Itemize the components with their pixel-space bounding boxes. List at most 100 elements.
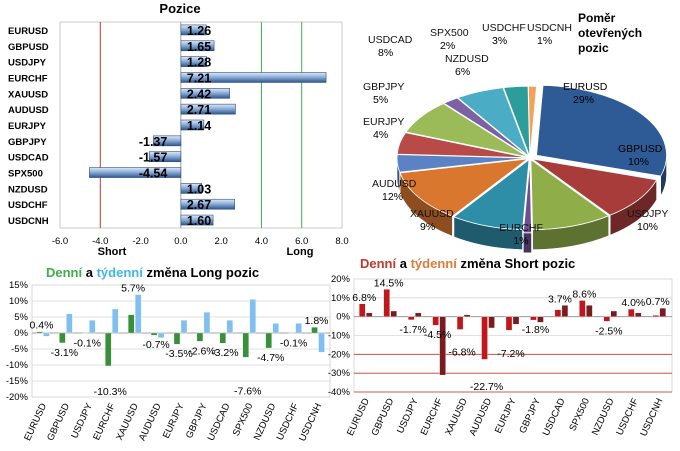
- bar-weekly: [366, 312, 373, 317]
- pie-slice: [530, 158, 610, 231]
- category-label: GBPUSD: [45, 401, 72, 442]
- pie-label: EURJPY: [363, 116, 404, 128]
- bar-daily: [311, 327, 318, 334]
- long-label: Long: [287, 246, 314, 258]
- bar-daily: [505, 316, 513, 331]
- y-tick-label: 10%: [9, 296, 29, 307]
- pie-label: GBPJPY: [363, 81, 404, 93]
- category-label: GBPUSD: [369, 396, 396, 437]
- data-label: -7.6%: [234, 386, 261, 398]
- y-tick-label: 10%: [331, 293, 351, 304]
- category-label: USDCHF: [8, 200, 48, 211]
- category-label: AUDUSD: [137, 402, 164, 443]
- category-label: GBPUSD: [8, 42, 49, 53]
- bar-value-label: 1.03: [187, 182, 211, 196]
- pie-slice: [405, 103, 528, 158]
- data-label: -2.5%: [595, 325, 622, 337]
- category-label: XAUUSD: [443, 396, 470, 437]
- bar: [180, 183, 202, 194]
- category-label: NZDUSD: [8, 184, 48, 195]
- data-label: 5.7%: [121, 283, 145, 295]
- bar-daily: [265, 332, 272, 349]
- pie-percent-label: 12%: [382, 191, 403, 203]
- bar-daily: [652, 315, 659, 317]
- data-label: 14.5%: [374, 277, 404, 289]
- data-label: -3.2%: [211, 347, 238, 359]
- pie-label: GBPUSD: [618, 143, 663, 155]
- x-tick-label: -2.0: [132, 236, 148, 247]
- bar: [148, 151, 182, 162]
- bar-weekly: [203, 312, 211, 334]
- pie-label: USDJPY: [627, 208, 668, 220]
- title-part: a: [82, 265, 96, 280]
- pie-slice: [399, 158, 529, 217]
- bar: [180, 40, 215, 52]
- y-tick-label: 20%: [331, 274, 351, 285]
- data-label: 0.4%: [29, 320, 53, 332]
- data-label: -0.1%: [280, 337, 307, 349]
- bar-weekly: [318, 332, 325, 353]
- y-tick-label: 5%: [14, 312, 28, 323]
- category-label: USDJPY: [395, 396, 421, 435]
- data-label: -3.5%: [165, 348, 192, 360]
- bar-weekly: [295, 323, 302, 334]
- data-label: -0.7%: [142, 339, 169, 351]
- pie-percent-label: 10%: [637, 221, 658, 233]
- bar-daily: [128, 314, 135, 334]
- data-label: -4.5%: [424, 329, 451, 341]
- bar-value-label: 1.65: [187, 40, 211, 54]
- title-part: změna Short pozic: [457, 256, 575, 271]
- bar-weekly: [89, 320, 96, 334]
- category-label: USDCAD: [206, 402, 233, 443]
- category-label: EURUSD: [345, 397, 372, 438]
- pie-percent-label: 2%: [440, 40, 455, 52]
- x-tick-label: 0.0: [174, 236, 187, 247]
- data-label: 0.7%: [646, 296, 670, 308]
- pie-label: AUDUSD: [372, 178, 417, 190]
- chart-title: Denní a týdenní změna Long pozic: [46, 265, 259, 280]
- bar: [180, 198, 235, 210]
- title-part: změna Long pozic: [143, 265, 259, 280]
- bar-daily: [383, 289, 390, 317]
- pie-percent-label: 10%: [628, 156, 649, 168]
- y-tick-label: -10%: [6, 360, 29, 371]
- bar-daily: [603, 316, 610, 322]
- data-label: 4.0%: [621, 297, 645, 309]
- bar-daily: [456, 316, 464, 330]
- pie-label: USDCHF: [482, 22, 526, 34]
- pie-label: NZDUSD: [445, 53, 489, 65]
- y-tick-label: -20%: [328, 349, 351, 360]
- x-tick-label: -4.0: [92, 236, 108, 247]
- pie-label: EURCHF: [499, 222, 543, 234]
- pie-label: USDCNH: [527, 22, 572, 34]
- data-label: -6.8%: [448, 346, 475, 358]
- title-part: Denní: [360, 256, 397, 271]
- category-label: USDCAD: [8, 153, 49, 164]
- category-label: NZDUSD: [590, 397, 617, 438]
- category-label: EURUSD: [8, 26, 48, 37]
- bar-value-label: 1.26: [187, 24, 211, 38]
- bar-weekly: [415, 312, 422, 317]
- category-label: USDCNH: [8, 216, 49, 227]
- pie-slice: [527, 85, 537, 157]
- title-part: týdenní: [97, 265, 144, 280]
- bar-value-label: 1.28: [187, 56, 211, 70]
- bar-daily: [36, 331, 43, 334]
- y-tick-label: -15%: [6, 376, 29, 387]
- category-label: USDJPY: [69, 401, 95, 440]
- pie-slice: [536, 84, 667, 177]
- pie-percent-label: 9%: [420, 221, 435, 233]
- pie-percent-label: 3%: [492, 35, 507, 47]
- data-label: -7.2%: [497, 348, 524, 360]
- bar-daily: [359, 303, 366, 317]
- bar-value-label: 1.60: [187, 214, 211, 228]
- bar-value-label: -4.54: [139, 167, 168, 181]
- pie-slice: [396, 154, 528, 173]
- y-tick-label: -10%: [328, 331, 351, 342]
- bar-value-label: 2.67: [187, 198, 211, 212]
- category-label: SPX500: [8, 169, 43, 180]
- bar-value-label: 2.71: [187, 103, 211, 117]
- chart-title: Denní a týdenní změna Short pozic: [360, 256, 575, 271]
- data-label: -10.3%: [94, 386, 127, 398]
